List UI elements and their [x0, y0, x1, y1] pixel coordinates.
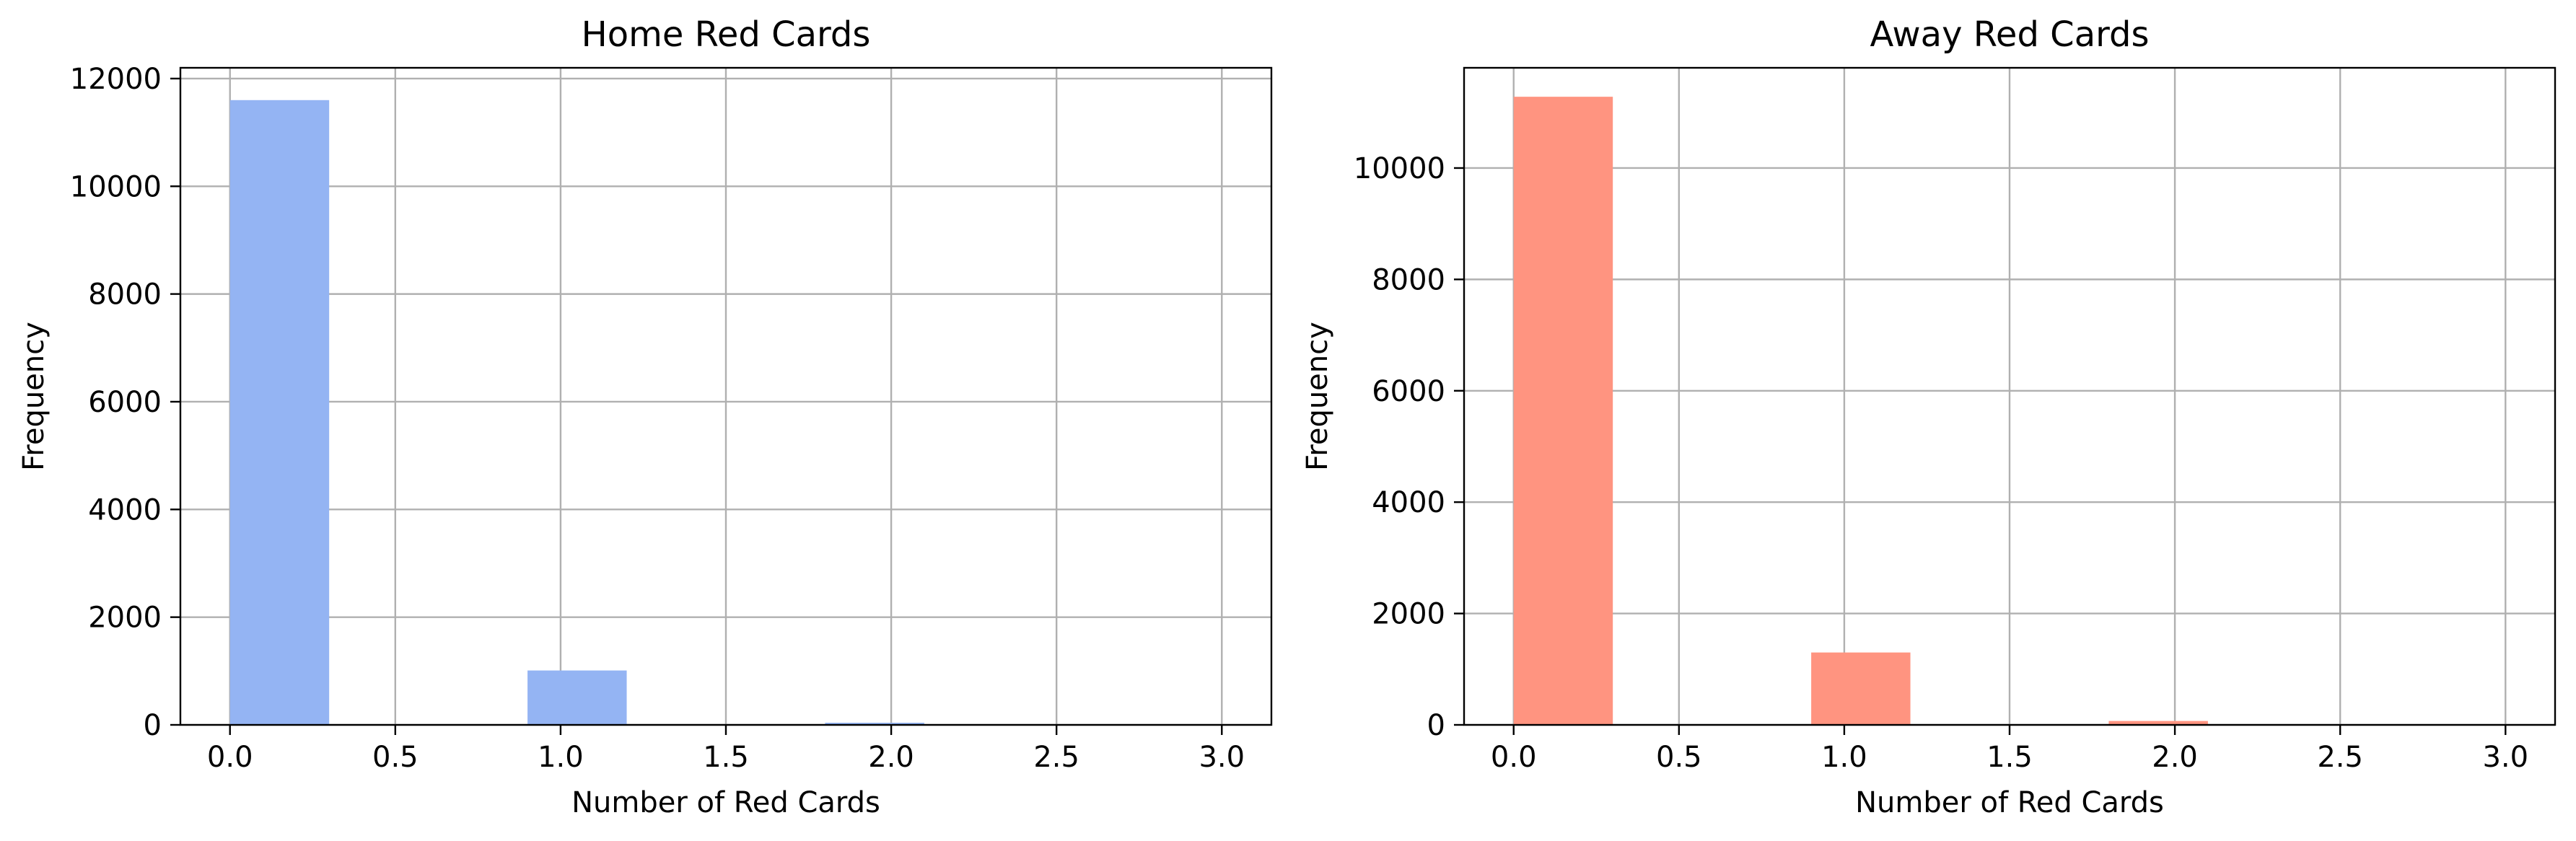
away-bar-1: [1811, 652, 1911, 725]
away-x-tick-label: 0.0: [1491, 741, 1537, 774]
home-x-tick-label: 3.0: [1199, 741, 1245, 774]
home-y-tick-label: 6000: [88, 386, 162, 419]
home-bar-2: [825, 723, 924, 725]
home-y-tick-label: 12000: [70, 63, 162, 96]
away-y-tick-label: 0: [1427, 709, 1445, 742]
home-y-tick-label: 10000: [70, 170, 162, 203]
away-chart: 0.0 0.5 1.0 1.5 2.0 2.5 3.0 0 2000 4000 6000 8000 10…: [1301, 14, 2557, 819]
home-x-tick-label: 2.5: [1033, 741, 1079, 774]
away-y-tick-label: 8000: [1372, 263, 1445, 296]
away-y-axis-label: Frequency: [1301, 322, 1334, 471]
home-x-axis-label: Number of Red Cards: [571, 786, 880, 819]
home-x-tick-label: 2.0: [868, 741, 914, 774]
home-bar-1: [527, 670, 627, 725]
home-y-tick-label: 8000: [88, 278, 162, 312]
away-chart-title: Away Red Cards: [1870, 14, 2150, 55]
home-x-tick-label: 0.0: [207, 741, 253, 774]
away-x-tick-label: 1.5: [1986, 741, 2033, 774]
home-x-tick-label: 1.0: [538, 741, 584, 774]
home-x-tick-label: 0.5: [372, 741, 419, 774]
away-x-tick-label: 3.0: [2482, 741, 2528, 774]
home-bar-0: [229, 100, 330, 725]
away-x-tick-label: 2.0: [2152, 741, 2198, 774]
home-chart-title: Home Red Cards: [582, 14, 871, 55]
home-y-axis-label: Frequency: [17, 322, 51, 471]
away-x-axis-label: Number of Red Cards: [1855, 786, 2164, 819]
away-bar-0: [1513, 97, 1613, 726]
away-y-tick-label: 2000: [1372, 598, 1445, 631]
home-y-tick-label: 0: [144, 709, 162, 742]
home-y-tick-label: 4000: [88, 493, 162, 527]
away-x-tick-label: 1.0: [1821, 741, 1867, 774]
away-y-tick-label: 10000: [1354, 152, 1445, 185]
away-x-tick-label: 2.5: [2317, 741, 2363, 774]
home-y-tick-label: 2000: [88, 602, 162, 635]
home-x-tick-label: 1.5: [703, 741, 749, 774]
away-x-tick-label: 0.5: [1656, 741, 1702, 774]
away-y-tick-label: 6000: [1372, 375, 1445, 408]
home-chart: 0.0 0.5 1.0 1.5 2.0 2.5 3.0 0 2000 4000 6000 8000 10…: [17, 14, 1273, 819]
away-y-tick-label: 4000: [1372, 486, 1445, 519]
away-bar-2: [2108, 721, 2208, 725]
